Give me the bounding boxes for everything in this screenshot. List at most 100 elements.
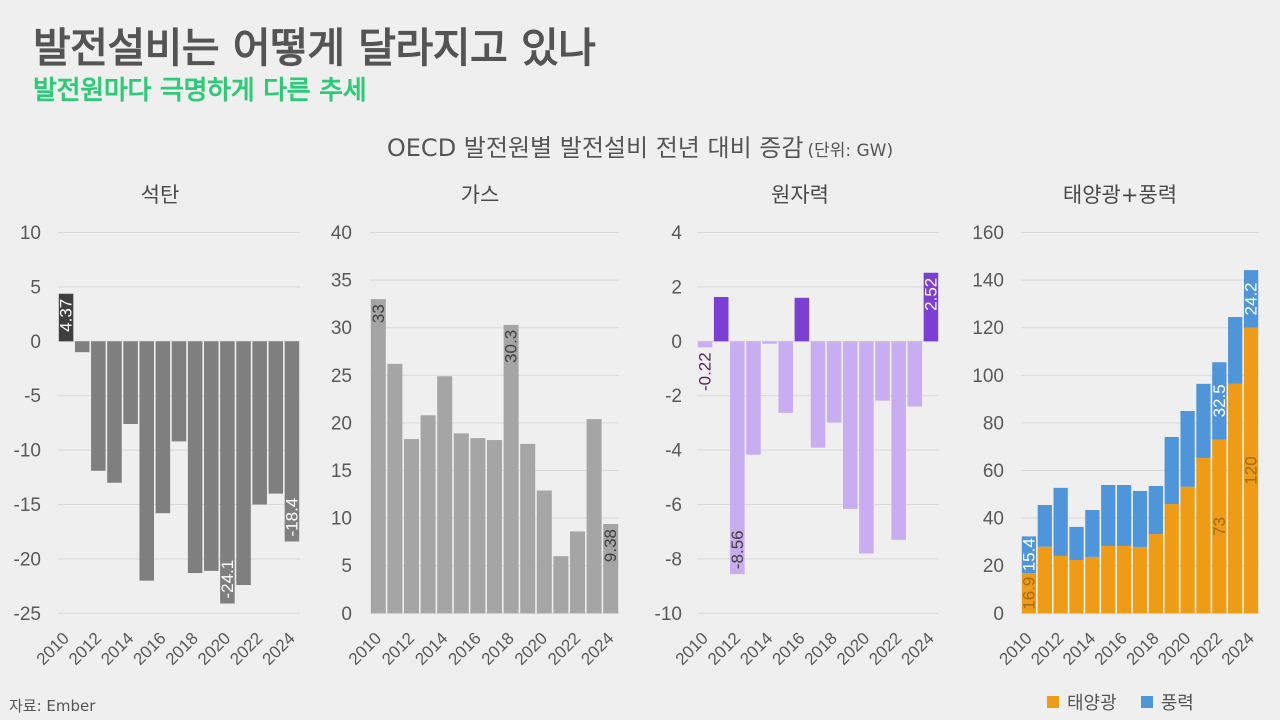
bar-solar-wind-solar-2010: [1021, 573, 1037, 614]
y-tick-label: -2: [665, 386, 682, 407]
data-label: 24.2: [1242, 282, 1261, 315]
bar-solar-wind-solar-2024: [1243, 327, 1259, 614]
chart-title-gas: 가스: [460, 183, 500, 207]
chart-title-coal: 석탄: [140, 183, 180, 207]
data-label: -24.1: [218, 560, 237, 599]
data-label: 73: [1210, 517, 1229, 536]
data-label: 15.4: [1019, 538, 1038, 571]
data-labels: -0.22 -8.56 2.52: [696, 278, 941, 569]
y-tick-label: 120: [972, 318, 1004, 339]
bar-gas-gas-2023: [586, 419, 602, 614]
bar-gas-gas-2010: [370, 299, 386, 614]
x-tick-label: 2020: [1154, 629, 1194, 669]
legend-label-wind: 풍력: [1160, 693, 1194, 714]
y-tick-label: 0: [671, 332, 682, 353]
bar-nuclear-nuclear-2011: [713, 296, 729, 342]
data-labels: 33 30.3 9.38: [369, 304, 620, 562]
data-label: 4.37: [57, 299, 76, 332]
bar-coal-coal-2022: [252, 341, 267, 505]
x-tick-label: 2016: [445, 629, 485, 669]
bar-solar-wind-solar-2014: [1085, 556, 1100, 614]
x-tick-label: 2012: [378, 629, 418, 669]
bar-nuclear-nuclear-2024: [923, 272, 939, 342]
bar-solar-wind-wind-2012: [1053, 487, 1068, 556]
y-axis: -25 -20 -15 -10 -5 0 5 10: [14, 223, 41, 625]
x-tick-label: 2014: [97, 629, 137, 669]
bar-nuclear-nuclear-2016: [794, 297, 810, 342]
y-tick-label: 5: [30, 277, 41, 298]
bar-solar-wind-wind-2011: [1037, 505, 1052, 547]
x-tick-label: 2012: [704, 629, 744, 669]
x-tick-label: 2010: [33, 629, 73, 669]
x-tick-label: 2024: [1218, 629, 1258, 669]
y-tick-label: 100: [972, 366, 1004, 387]
y-axis: 0 20 40 60 80 100 120 140 160: [972, 223, 1004, 625]
bar-nuclear-nuclear-2014: [762, 341, 777, 344]
data-labels: 16.9 15.4 73 32.5 120 24.2: [1019, 282, 1260, 609]
x-tick-label: 2022: [865, 629, 905, 669]
bars: [697, 272, 939, 575]
data-label: -0.22: [696, 352, 715, 391]
x-tick-label: 2018: [801, 629, 841, 669]
chart-gas: 0 5 10 15 20 25 30 35 40 201020122014201620182020…: [331, 223, 620, 669]
x-tick-label: 2012: [65, 629, 105, 669]
x-tick-label: 2010: [672, 629, 712, 669]
bar-solar-wind-solar-2017: [1132, 546, 1148, 614]
y-tick-label: -5: [24, 386, 41, 407]
legend-swatch-solar: [1047, 696, 1059, 708]
legend-label-solar: 태양광: [1067, 693, 1117, 714]
bar-solar-wind-wind-2020: [1180, 411, 1195, 487]
bar-gas-gas-2017: [487, 440, 502, 614]
y-tick-label: 5: [341, 556, 352, 577]
x-tick-label: 2018: [162, 629, 202, 669]
bar-solar-wind-solar-2013: [1069, 559, 1084, 614]
figure-unit-label: (단위: GW): [807, 141, 894, 161]
y-tick-label: -15: [14, 495, 41, 516]
y-tick-label: -10: [655, 604, 682, 625]
bar-gas-gas-2015: [453, 433, 469, 614]
x-tick-label: 2024: [898, 629, 938, 669]
bar-solar-wind-wind-2016: [1117, 485, 1132, 546]
bar-coal-coal-2016: [155, 341, 171, 514]
bar-solar-wind-solar-2022: [1212, 439, 1227, 614]
bar-nuclear-nuclear-2010: [697, 341, 713, 348]
legend: 태양광 풍력: [1047, 689, 1218, 715]
y-tick-label: -8: [665, 549, 682, 570]
y-tick-label: -4: [665, 441, 682, 462]
y-tick-label: 160: [972, 223, 1004, 244]
data-label: 30.3: [502, 330, 521, 363]
chart-nuclear: -10-8-6-4-202420102012201420162018202020…: [655, 223, 941, 669]
bar-coal-coal-2014: [123, 341, 138, 424]
y-tick-label: -6: [665, 495, 682, 516]
data-label: 16.9: [1019, 577, 1038, 610]
bar-solar-wind-wind-2015: [1101, 485, 1116, 546]
y-tick-label: 20: [331, 413, 352, 434]
x-tick-label: 2020: [833, 629, 873, 669]
bar-nuclear-nuclear-2023: [907, 341, 923, 407]
bars: [58, 293, 300, 604]
bar-coal-coal-2015: [139, 341, 154, 581]
bar-coal-coal-2013: [107, 341, 122, 483]
bars: [370, 299, 619, 614]
bar-nuclear-nuclear-2015: [778, 341, 793, 413]
page-subtitle: 발전원마다 극명하게 다른 추세: [33, 76, 367, 106]
bar-solar-wind-solar-2011: [1037, 546, 1052, 614]
page-title: 발전설비는 어떻게 달라지고 있나: [33, 24, 596, 72]
x-tick-label: 2014: [1059, 629, 1099, 669]
x-tick-label: 2024: [577, 629, 617, 669]
x-tick-label: 2020: [194, 629, 234, 669]
bar-coal-coal-2011: [74, 341, 90, 353]
x-tick-label: 2022: [226, 629, 266, 669]
y-tick-label: 10: [20, 223, 41, 244]
bar-coal-coal-2021: [236, 341, 251, 586]
bar-coal-coal-2024: [284, 341, 300, 542]
y-tick-label: 140: [972, 271, 1004, 292]
x-tick-label: 2016: [1091, 629, 1131, 669]
y-tick-label: 80: [983, 413, 1004, 434]
x-tick-label: 2018: [1123, 629, 1163, 669]
y-tick-label: 30: [331, 318, 352, 339]
x-tick-label: 2016: [130, 629, 170, 669]
